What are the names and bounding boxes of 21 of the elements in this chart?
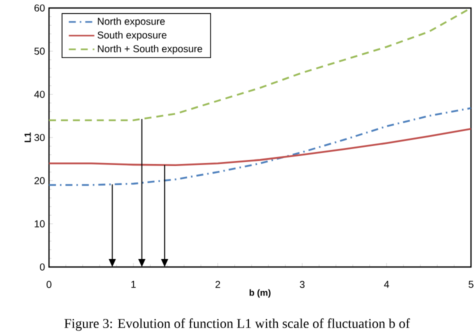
legend-label: South exposure [98,31,166,41]
y-tick-label: 60 [34,4,45,12]
x-tick-label: 1 [131,280,136,288]
line-series [49,128,471,166]
line-series [49,107,471,186]
caption: Figure 3: Evolution of function L1 with scale of fluctuation b of [64,318,410,331]
legend-label: North + South exposure [98,44,202,54]
x-tick-label: 0 [46,280,52,288]
x-tick-label: 3 [300,280,305,288]
x-tick-label: 5 [468,280,474,288]
y-tick-label: 30 [34,134,45,142]
y-tick-label: 0 [40,263,45,271]
y-axis-title: L1 [24,132,31,142]
legend-label: North exposure [98,18,165,27]
x-tick-label: 4 [384,280,390,288]
y-tick-label: 50 [34,48,45,55]
x-axis-title: b (m) [250,289,271,298]
y-tick-label: 20 [34,177,45,184]
x-tick-label: 2 [216,280,220,288]
y-tick-label: 40 [34,90,45,98]
y-tick-label: 10 [34,220,45,228]
